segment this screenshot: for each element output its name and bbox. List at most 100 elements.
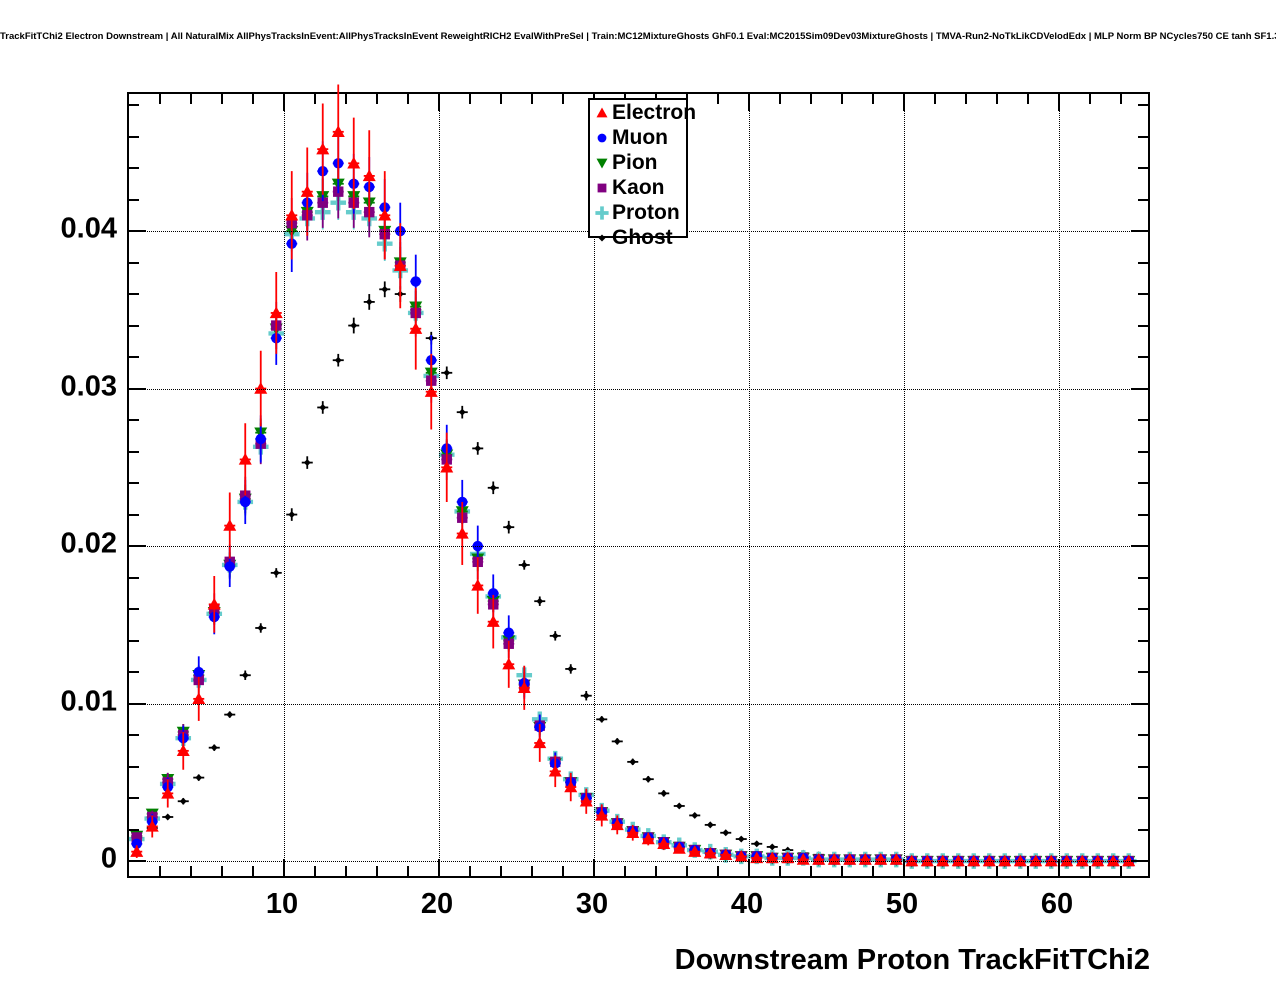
diamond-marker <box>458 408 466 416</box>
x-tick-label: 20 <box>420 888 454 920</box>
tick-y-right-minor <box>1138 671 1148 674</box>
tick-x-top-minor <box>1120 94 1122 104</box>
x-tick-label: 30 <box>575 888 609 920</box>
triangle-up-marker <box>626 826 640 838</box>
tick-x-minor <box>407 866 409 876</box>
legend-entry-pion[interactable]: Pion <box>590 150 686 175</box>
diamond-marker <box>350 322 358 329</box>
legend-label: Proton <box>612 201 680 224</box>
circle-marker <box>240 496 251 508</box>
tick-y-right-minor <box>1138 482 1148 485</box>
circle-marker <box>255 433 266 445</box>
tick-y-minor <box>129 671 139 674</box>
tick-x-top-minor <box>190 94 192 104</box>
tick-y-minor <box>129 608 139 611</box>
tick-y-right-minor <box>1138 828 1148 831</box>
tick-y-minor <box>129 261 139 264</box>
diamond-marker <box>365 298 373 306</box>
cross-marker <box>593 204 611 222</box>
legend-entry-proton[interactable]: Proton <box>590 200 686 225</box>
tick-y-right-minor <box>1138 104 1148 107</box>
tick-y-right-minor <box>1138 356 1148 359</box>
tick-y-minor <box>129 482 139 485</box>
triangle-up-marker <box>207 597 221 610</box>
triangle-up-marker <box>285 208 299 221</box>
tick-x-top-major <box>1058 94 1060 111</box>
legend-entry-muon[interactable]: Muon <box>590 125 686 150</box>
tick-x-minor <box>686 866 688 876</box>
tick-x-top-minor <box>252 94 254 104</box>
y-tick-label: 0.01 <box>60 685 117 718</box>
tick-x-top-minor <box>779 94 781 104</box>
tick-y-right-minor <box>1138 576 1148 579</box>
x-tick-label: 50 <box>885 888 919 920</box>
tick-y-right-minor <box>1138 513 1148 516</box>
legend-label: Electron <box>612 101 697 124</box>
circle-marker <box>593 129 611 147</box>
triangle-up-marker <box>362 169 376 182</box>
circle-marker <box>472 540 483 552</box>
triangle-up-marker <box>192 692 206 705</box>
tick-y-right-major <box>1131 387 1148 390</box>
diamond-marker <box>288 511 296 519</box>
triangle-up-marker <box>951 854 965 867</box>
triangle-up-marker <box>145 819 159 832</box>
triangle-up-marker <box>533 736 547 749</box>
tick-y-major <box>129 545 146 548</box>
y-tick-label: 0.02 <box>60 527 117 560</box>
diamond-marker <box>505 523 513 531</box>
tick-x-minor <box>469 866 471 876</box>
triangle-up-marker <box>920 854 934 867</box>
diamond-marker <box>675 802 683 810</box>
tick-x-minor <box>252 866 254 876</box>
triangle-up-marker <box>610 818 624 831</box>
tick-x-top-minor <box>469 94 471 104</box>
tick-x-minor <box>1027 866 1029 876</box>
triangle-up-marker <box>734 849 748 862</box>
tick-x-minor <box>376 866 378 876</box>
tick-x-top-minor <box>965 94 967 104</box>
tick-y-major <box>129 230 146 233</box>
triangle-up-marker <box>703 846 717 859</box>
circle-marker <box>224 561 235 572</box>
tick-x-top-minor <box>810 94 812 104</box>
triangle-up-marker <box>378 208 392 221</box>
tick-x-minor <box>531 866 533 876</box>
triangle-up-marker <box>161 786 175 799</box>
tick-x-major <box>593 859 595 876</box>
diamond-marker <box>691 811 699 819</box>
tick-x-minor <box>965 866 967 876</box>
triangle-up-marker <box>1122 854 1136 867</box>
legend-entry-ghost[interactable]: Ghost <box>590 225 686 250</box>
triangle-up-marker <box>688 845 702 857</box>
triangle-up-marker <box>750 851 764 864</box>
legend-entry-kaon[interactable]: Kaon <box>590 175 686 200</box>
diamond-marker <box>598 715 606 723</box>
tick-y-right-minor <box>1138 734 1148 737</box>
tick-y-minor <box>129 576 139 579</box>
triangle-up-marker <box>517 681 531 694</box>
tick-x-top-minor <box>872 94 874 104</box>
tick-y-right-minor <box>1138 765 1148 768</box>
square-marker <box>131 832 142 843</box>
diamond-marker <box>241 671 249 679</box>
tick-y-right-major <box>1131 230 1148 233</box>
tick-y-minor <box>129 734 139 737</box>
diamond-marker <box>195 774 203 782</box>
legend-entry-electron[interactable]: Electron <box>590 100 696 125</box>
tick-x-top-minor <box>314 94 316 104</box>
tick-x-minor <box>314 866 316 876</box>
legend-label: Kaon <box>612 176 665 199</box>
triangle-up-marker <box>440 460 454 473</box>
square-marker <box>317 197 328 208</box>
tick-x-minor <box>1120 866 1122 876</box>
triangle-up-marker <box>1044 854 1058 867</box>
diamond-marker <box>753 840 761 848</box>
triangle-up-marker <box>316 142 330 155</box>
diamond-marker <box>489 484 497 492</box>
tick-x-top-minor <box>996 94 998 104</box>
triangle-up-marker <box>130 845 144 857</box>
circle-marker <box>131 838 142 849</box>
plot-header-title: TrackFitTChi2 Electron Downstream | All … <box>0 31 1276 42</box>
tick-x-minor <box>159 866 161 876</box>
